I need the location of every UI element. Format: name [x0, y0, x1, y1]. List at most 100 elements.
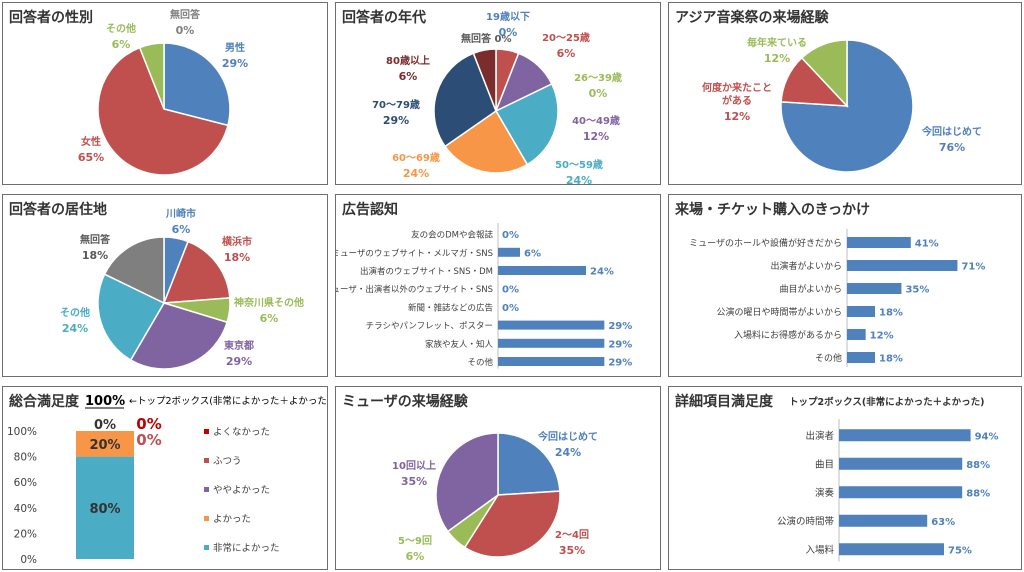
legend-label: 非常によかった — [213, 542, 280, 554]
category-label: ミューザのウェブサイト・メルマガ・SNS — [336, 248, 493, 259]
chart-title: 詳細項目満足度 — [675, 394, 773, 410]
stack-segment — [76, 431, 134, 457]
slice-value: 24% — [62, 322, 88, 335]
slice-value: 29% — [222, 57, 248, 70]
slice-label: 神奈川県その他 — [234, 296, 304, 309]
panel-satisfaction: 総合満足度 100% ←トップ2ボックス(非常によかった＋よかった) 100% 80%… — [2, 386, 328, 570]
slice-value: 29% — [383, 114, 409, 127]
category-label: 曲目 — [815, 459, 834, 470]
legend-swatch — [204, 487, 209, 492]
slice-value: 6% — [112, 38, 131, 51]
chart-title: 広告認知 — [342, 202, 398, 218]
muza-pie-chart: 今回はじめて 24% 2～4回 35% 5～9回 6% 10回以上 35% — [392, 430, 598, 563]
category-label: その他 — [467, 357, 493, 368]
chart-title: ミューザの来場経験 — [342, 394, 468, 410]
category-label: 公演の曜日や時間帯がよいから — [716, 306, 842, 318]
pie-slice — [494, 82, 559, 166]
bar — [839, 486, 963, 499]
pie-slice — [800, 39, 848, 108]
pie-slice — [497, 432, 561, 496]
chart-title: アジア音楽祭の来場経験 — [675, 10, 829, 26]
slice-label: 50～59歳 — [555, 158, 603, 171]
slice-value: 0% — [499, 26, 518, 39]
bar-value: 29% — [608, 339, 632, 350]
category-label: ミューザのホールや設備が好きだから — [689, 237, 842, 249]
slice-value: 0% — [176, 24, 195, 37]
legend-label: よくなかった — [213, 427, 270, 438]
bar-value: 0% — [502, 285, 519, 296]
gender-pie-chart: 男性 29% 女性 65% その他 6% 無回答 0% — [78, 8, 248, 176]
category-label: 家族や友人・知人 — [425, 339, 494, 350]
slice-label: 2～4回 — [555, 529, 589, 541]
bar — [839, 457, 963, 470]
slice-value: 0% — [589, 87, 608, 100]
slice-label: その他 — [60, 306, 90, 319]
bar — [839, 543, 944, 556]
segment-value: 80% — [89, 502, 120, 517]
category-label: 出演者がよいから — [770, 260, 842, 272]
category-label: ミューザ・出演者以外のウェブサイト・SNS — [336, 284, 493, 295]
chart-subtitle: トップ2ボックス(非常によかった＋よかった) — [789, 396, 985, 408]
category-label: 公演の時間帯 — [777, 515, 835, 527]
slice-value: 6% — [406, 550, 425, 563]
pie-slice — [435, 432, 499, 533]
y-tick-label: 100% — [7, 426, 37, 438]
bar-value: 75% — [948, 545, 972, 556]
slice-label: 東京都 — [224, 339, 254, 352]
slice-value: 6% — [557, 47, 576, 60]
slice-value: 24% — [403, 167, 429, 180]
y-tick-label: 0% — [20, 554, 37, 566]
slice-value: 18% — [224, 251, 250, 264]
category-label: チラシやパンフレット、ポスター — [366, 322, 493, 332]
pie-slice — [463, 490, 561, 558]
slice-value: 6% — [172, 223, 191, 236]
bar-value: 29% — [608, 358, 632, 369]
pie-slice — [97, 46, 229, 176]
slice-label: 40～49歳 — [572, 114, 620, 127]
slice-value: 35% — [401, 475, 427, 488]
stack-segment — [76, 456, 134, 559]
pie-slice — [444, 109, 529, 174]
slice-value: 18% — [82, 249, 108, 262]
slice-value: 6% — [260, 312, 279, 325]
pie-slice — [472, 48, 497, 112]
chart-title: 回答者の性別 — [9, 10, 93, 26]
slice-label: 5～9回 — [398, 535, 432, 547]
slice-value: 76% — [939, 141, 965, 154]
category-label: 出演者 — [805, 430, 834, 442]
chart-title: 総合満足度 — [9, 394, 79, 410]
slice-label: 19歳以下 — [486, 10, 530, 23]
ads-bar-chart: 友の会のDMや会報誌 0% ミューザのウェブサイト・メルマガ・SNS 6% 出演者のウェ… — [336, 223, 632, 369]
category-label: 新聞・雑誌などの広告 — [408, 302, 493, 313]
bar-value: 24% — [590, 267, 614, 278]
panel-residence: 回答者の居住地 川崎市 6% 横浜市 18% 神奈川県その他 6% 東京都 29% その他 24%… — [2, 194, 328, 377]
slice-label: 無回答 — [170, 8, 201, 21]
panel-detail: 詳細項目満足度 出演者 94% 曲目 88% 演奏 88% 公演の時間帯 63% 入場料 75% ト… — [668, 386, 1022, 570]
pie-slice — [138, 42, 165, 110]
legend-label: ややよかった — [213, 485, 270, 496]
pie-slice — [103, 236, 165, 305]
detail-bar-chart: 出演者 94% 曲目 88% 演奏 88% 公演の時間帯 63% 入場料 75% トップ2ボックス(… — [777, 396, 999, 562]
y-tick-label: 80% — [14, 452, 37, 464]
slice-value: 24% — [566, 174, 592, 185]
slice-label: 毎年来ている — [747, 36, 807, 49]
panel-gender: 回答者の性別 男性 29% 女性 65% その他 6% 無回答 0% — [2, 2, 328, 185]
bar — [847, 260, 958, 271]
bar — [847, 306, 875, 317]
bar-value: 18% — [879, 308, 903, 319]
segment-value: 0% — [136, 431, 161, 449]
bar — [498, 320, 605, 330]
category-label: 曲目がよいから — [779, 283, 842, 295]
slice-label: 女性 — [81, 135, 101, 148]
bar — [847, 283, 902, 294]
bar-value: 0% — [502, 303, 519, 314]
bar-value: 12% — [870, 331, 894, 342]
bar — [839, 429, 971, 442]
slice-value: 35% — [559, 544, 585, 557]
slice-value: 29% — [226, 355, 252, 368]
panel-asia: アジア音楽祭の来場経験 今回はじめて 76% 何度か来たこと がある 12% 毎年来ている… — [668, 2, 1022, 185]
slice-label: 80歳以上 — [386, 54, 430, 67]
bar-value: 88% — [966, 460, 990, 471]
bar-value: 88% — [966, 488, 990, 499]
